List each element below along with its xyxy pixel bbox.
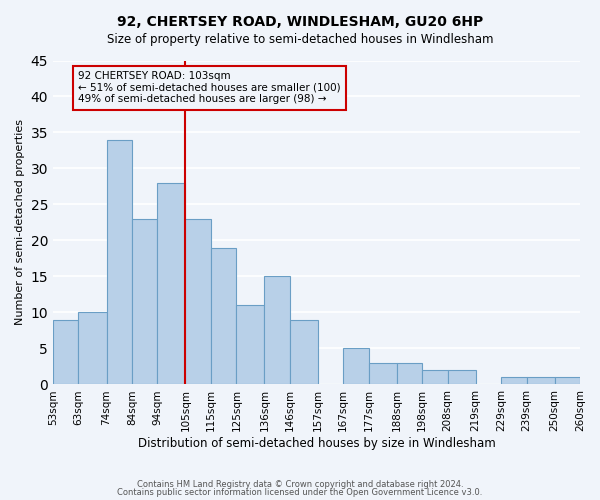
Bar <box>290 320 318 384</box>
Y-axis label: Number of semi-detached properties: Number of semi-detached properties <box>15 120 25 326</box>
Bar <box>369 363 397 384</box>
Text: Size of property relative to semi-detached houses in Windlesham: Size of property relative to semi-detach… <box>107 32 493 46</box>
Bar <box>53 320 79 384</box>
Bar <box>211 248 236 384</box>
Bar <box>265 276 290 384</box>
Bar <box>554 378 580 384</box>
Bar <box>157 183 185 384</box>
X-axis label: Distribution of semi-detached houses by size in Windlesham: Distribution of semi-detached houses by … <box>137 437 496 450</box>
Bar <box>527 378 554 384</box>
Text: Contains public sector information licensed under the Open Government Licence v3: Contains public sector information licen… <box>118 488 482 497</box>
Bar <box>501 378 527 384</box>
Bar <box>132 219 157 384</box>
Bar <box>397 363 422 384</box>
Bar <box>79 312 107 384</box>
Bar <box>107 140 132 384</box>
Bar <box>185 219 211 384</box>
Bar <box>343 348 369 384</box>
Bar <box>236 306 265 384</box>
Text: 92 CHERTSEY ROAD: 103sqm
← 51% of semi-detached houses are smaller (100)
49% of : 92 CHERTSEY ROAD: 103sqm ← 51% of semi-d… <box>79 72 341 104</box>
Text: Contains HM Land Registry data © Crown copyright and database right 2024.: Contains HM Land Registry data © Crown c… <box>137 480 463 489</box>
Bar <box>448 370 476 384</box>
Text: 92, CHERTSEY ROAD, WINDLESHAM, GU20 6HP: 92, CHERTSEY ROAD, WINDLESHAM, GU20 6HP <box>117 15 483 29</box>
Bar <box>422 370 448 384</box>
